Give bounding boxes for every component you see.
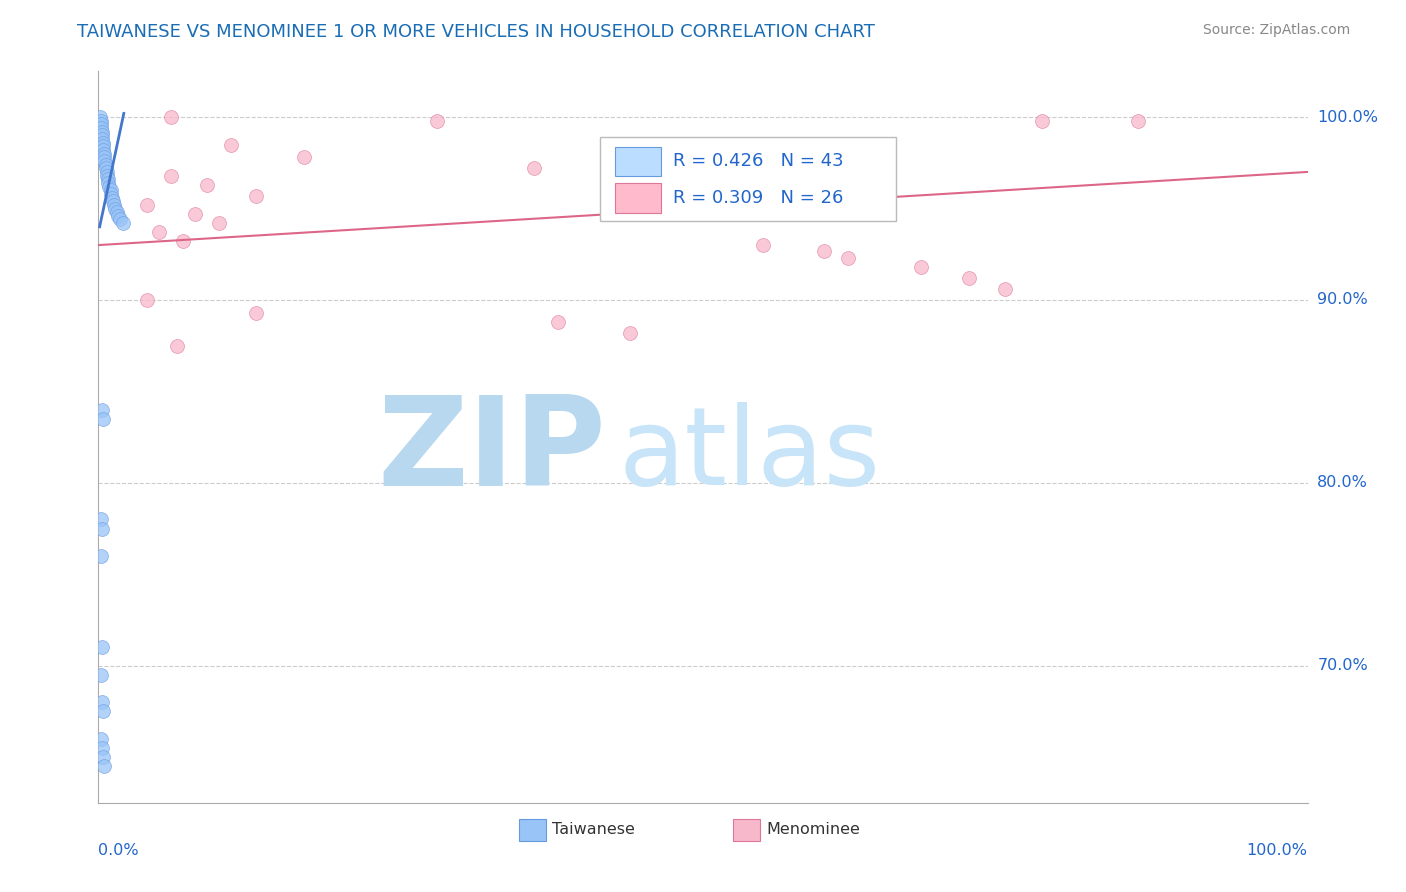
Point bbox=[96, 165, 118, 179]
Point bbox=[837, 251, 859, 265]
Point bbox=[208, 216, 231, 230]
Point bbox=[93, 146, 115, 161]
Point bbox=[91, 695, 114, 709]
Point bbox=[103, 198, 125, 212]
Point bbox=[91, 750, 114, 764]
Point bbox=[94, 158, 117, 172]
Point bbox=[90, 512, 112, 526]
Text: TAIWANESE VS MENOMINEE 1 OR MORE VEHICLES IN HOUSEHOLD CORRELATION CHART: TAIWANESE VS MENOMINEE 1 OR MORE VEHICLE… bbox=[77, 23, 875, 41]
Point bbox=[752, 238, 775, 252]
Point bbox=[148, 225, 170, 239]
Point bbox=[101, 194, 124, 209]
Point bbox=[100, 183, 122, 197]
Point bbox=[221, 137, 243, 152]
Point bbox=[100, 186, 122, 201]
Point bbox=[160, 110, 183, 124]
Point bbox=[426, 113, 449, 128]
Point bbox=[166, 338, 188, 352]
Point bbox=[91, 125, 114, 139]
Text: R = 0.426   N = 43: R = 0.426 N = 43 bbox=[672, 153, 844, 170]
Point bbox=[160, 169, 183, 183]
Point bbox=[91, 640, 114, 655]
Point bbox=[91, 143, 114, 157]
Point bbox=[90, 667, 112, 681]
Point bbox=[90, 113, 112, 128]
Text: 100.0%: 100.0% bbox=[1317, 110, 1378, 125]
Point bbox=[184, 207, 207, 221]
Point bbox=[93, 759, 115, 773]
Point bbox=[104, 202, 127, 216]
Point bbox=[93, 150, 115, 164]
Point bbox=[292, 150, 315, 164]
Point bbox=[172, 235, 194, 249]
Text: 70.0%: 70.0% bbox=[1317, 658, 1368, 673]
Point bbox=[135, 293, 157, 307]
Point bbox=[1031, 113, 1053, 128]
Point bbox=[91, 402, 114, 417]
Point bbox=[1128, 113, 1150, 128]
Bar bbox=[519, 819, 546, 841]
FancyBboxPatch shape bbox=[600, 137, 897, 221]
Point bbox=[91, 139, 114, 153]
Text: Menominee: Menominee bbox=[766, 822, 859, 838]
Point bbox=[135, 198, 157, 212]
Point bbox=[91, 521, 114, 535]
Point bbox=[523, 161, 546, 176]
Text: R = 0.309   N = 26: R = 0.309 N = 26 bbox=[672, 189, 844, 207]
Bar bbox=[614, 146, 661, 176]
Point bbox=[91, 128, 114, 143]
Point bbox=[91, 740, 114, 755]
Point bbox=[813, 244, 835, 258]
Text: ZIP: ZIP bbox=[378, 392, 606, 512]
Text: Source: ZipAtlas.com: Source: ZipAtlas.com bbox=[1202, 23, 1350, 37]
Point bbox=[90, 549, 112, 563]
Point bbox=[93, 153, 115, 168]
Point bbox=[98, 179, 121, 194]
Point bbox=[195, 178, 218, 192]
Point bbox=[90, 731, 112, 746]
Point bbox=[89, 110, 111, 124]
Point bbox=[100, 190, 122, 204]
Text: 0.0%: 0.0% bbox=[98, 843, 139, 858]
Bar bbox=[614, 183, 661, 212]
Text: 80.0%: 80.0% bbox=[1317, 475, 1368, 491]
Point bbox=[107, 209, 129, 223]
Point bbox=[105, 205, 128, 219]
Bar bbox=[734, 819, 759, 841]
Point bbox=[547, 315, 569, 329]
Point bbox=[91, 704, 114, 718]
Point bbox=[90, 121, 112, 136]
Point bbox=[108, 212, 131, 227]
Point bbox=[111, 216, 134, 230]
Point bbox=[245, 188, 267, 202]
Point bbox=[91, 411, 114, 425]
Point bbox=[91, 136, 114, 150]
Point bbox=[91, 132, 114, 146]
Point bbox=[97, 172, 120, 186]
Point bbox=[96, 169, 118, 183]
Text: 100.0%: 100.0% bbox=[1247, 843, 1308, 858]
Point bbox=[994, 282, 1017, 296]
Point bbox=[97, 176, 120, 190]
Point bbox=[94, 161, 117, 176]
Text: Taiwanese: Taiwanese bbox=[551, 822, 634, 838]
Point bbox=[245, 306, 267, 320]
Point bbox=[957, 271, 980, 285]
Text: atlas: atlas bbox=[619, 402, 880, 508]
Text: 90.0%: 90.0% bbox=[1317, 293, 1368, 308]
Point bbox=[619, 326, 641, 340]
Point bbox=[910, 260, 932, 274]
Point bbox=[90, 117, 112, 131]
